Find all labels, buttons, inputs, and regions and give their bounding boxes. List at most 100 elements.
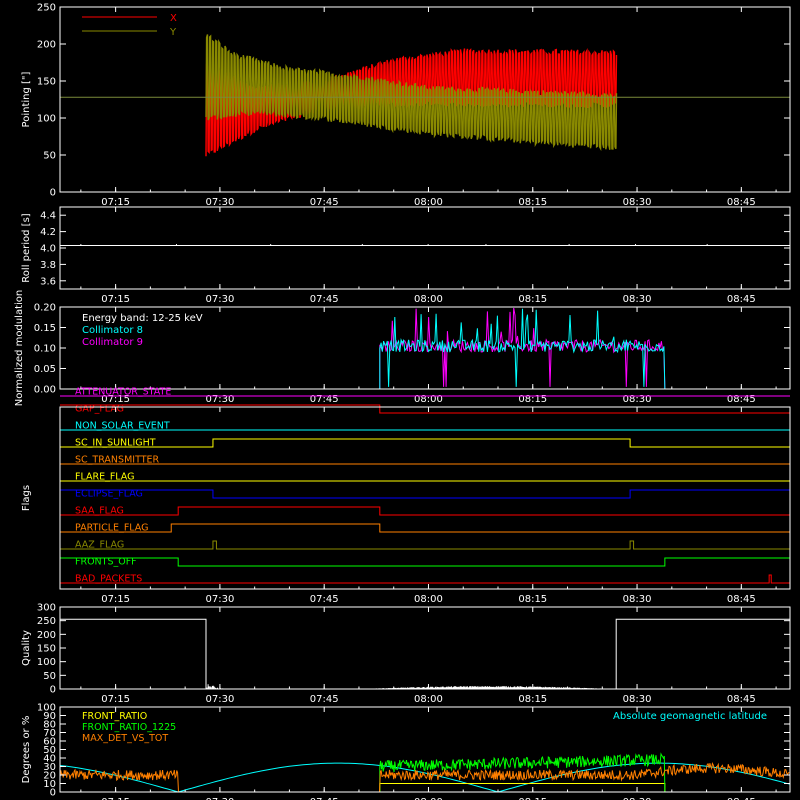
ratios-xtick-label: 08:15 xyxy=(518,797,547,800)
quality-ytick-label: 200 xyxy=(37,630,56,641)
ratios-ytick-label: 40 xyxy=(43,754,56,765)
quality-xtick-label: 08:15 xyxy=(518,694,547,705)
roll-ytick-label: 4.2 xyxy=(40,227,56,238)
quality-panel: 07:15 07:30 07:45 08:00 08:15 08:30 08:45 0 50 10… xyxy=(21,603,791,705)
roll-ytick-label: 4.4 xyxy=(40,211,56,222)
legend-label-Y: Y xyxy=(169,27,177,38)
front-ratio-1225-line xyxy=(60,752,790,793)
pointing-xtick-label: 07:45 xyxy=(310,197,339,208)
quality-xtick-label: 08:00 xyxy=(414,694,443,705)
flags-xtick-label: 08:15 xyxy=(518,594,547,605)
ratios-xtick-label: 07:30 xyxy=(205,797,234,800)
pointing-xtick-label: 08:00 xyxy=(414,197,443,208)
quality-ytick-label: 300 xyxy=(37,603,56,614)
modulation-xtick-label: 08:15 xyxy=(518,394,547,405)
ratios-ytick-label: 60 xyxy=(43,737,56,748)
roll-ytick-label: 4.0 xyxy=(40,244,56,255)
roll-xtick-label: 07:45 xyxy=(310,294,339,305)
pointing-ylabel: Pointing ["] xyxy=(21,71,32,127)
modulation-xtick-label: 08:30 xyxy=(623,394,652,405)
geomagnetic-latitude-annotation: Absolute geomagnetic latitude xyxy=(613,711,767,722)
modulation-ylabel: Normalized modulation xyxy=(14,290,25,407)
ratios-xtick-label: 07:15 xyxy=(101,797,130,800)
ratios-ytick-label: 30 xyxy=(43,762,56,773)
flag-line-saa-flag xyxy=(60,506,790,516)
roll-xtick-label: 07:15 xyxy=(101,294,130,305)
pointing-ytick-label: 250 xyxy=(37,3,56,14)
energy-band-annotation: Energy band: 12-25 keV xyxy=(82,313,203,324)
panels: XY 07:15 07:30 07:45 08:00 08:15 08:30 08:45 0 50… xyxy=(14,3,791,800)
roll-panel: 07:15 07:30 07:45 08:00 08:15 08:30 08:45 3.6 3.… xyxy=(21,206,791,305)
legend-label-collimator-8: Collimator 8 xyxy=(82,325,143,336)
roll-xtick-label: 08:45 xyxy=(727,294,756,305)
flag-label-attenuator-state: ATTENUATOR_STATE xyxy=(75,387,171,398)
legend-label-collimator-9: Collimator 9 xyxy=(82,337,143,348)
pointing-ytick-label: 0 xyxy=(50,188,56,199)
geomagnetic-latitude-line xyxy=(59,762,791,793)
flag-label-bad-packets: BAD_PACKETS xyxy=(75,574,142,585)
flag-line-particle-flag xyxy=(60,523,790,533)
flag-label-sc-transmitter: SC_TRANSMITTER xyxy=(75,455,160,466)
flag-line-bad-packets xyxy=(60,574,790,584)
ratios-panel: FRONT_RATIOFRONT_RATIO_1225MAX_DET_VS_TO… xyxy=(21,703,791,800)
roll-ytick-label: 3.8 xyxy=(40,260,56,271)
ratios-ytick-label: 90 xyxy=(43,711,56,722)
modulation-ytick-label: 0.15 xyxy=(34,323,56,334)
ratios-ylabel: Degrees or % xyxy=(21,716,32,784)
quality-xtick-label: 08:30 xyxy=(623,694,652,705)
legend-label-front-ratio-1225: FRONT_RATIO_1225 xyxy=(82,722,176,733)
pointing-xtick-label: 08:15 xyxy=(518,197,547,208)
ratios-ytick-label: 10 xyxy=(43,779,56,790)
flag-line-gap-flag xyxy=(60,404,790,414)
flag-label-particle-flag: PARTICLE_FLAG xyxy=(75,523,148,534)
flags-xtick-label: 08:45 xyxy=(727,594,756,605)
quality-ytick-label: 50 xyxy=(43,671,56,682)
ratios-xtick-label: 08:00 xyxy=(414,797,443,800)
flag-label-saa-flag: SAA_FLAG xyxy=(75,506,124,517)
ratios-ytick-label: 70 xyxy=(43,728,56,739)
modulation-xtick-label: 07:30 xyxy=(205,394,234,405)
pointing-ytick-label: 50 xyxy=(43,151,56,162)
modulation-ytick-label: 0.05 xyxy=(34,364,56,375)
modulation-xtick-label: 07:15 xyxy=(101,394,130,405)
quality-ytick-label: 250 xyxy=(37,616,56,627)
pointing-ytick-label: 150 xyxy=(37,77,56,88)
quality-ytick-label: 150 xyxy=(37,644,56,655)
pointing-xtick-label: 07:15 xyxy=(101,197,130,208)
quality-ytick-label: 100 xyxy=(37,657,56,668)
pointing-xtick-label: 07:30 xyxy=(205,197,234,208)
quality-ytick-label: 0 xyxy=(50,685,56,696)
series-Y-line xyxy=(205,34,618,152)
ratios-xtick-label: 08:30 xyxy=(623,797,652,800)
pointing-xtick-label: 08:45 xyxy=(727,197,756,208)
quality-xtick-label: 07:45 xyxy=(310,694,339,705)
pointing-ytick-label: 100 xyxy=(37,114,56,125)
flags-frame xyxy=(59,406,791,590)
ratios-xtick-label: 07:45 xyxy=(310,797,339,800)
pointing-panel: XY 07:15 07:30 07:45 08:00 08:15 08:30 08:45 0 50… xyxy=(21,3,791,208)
flag-label-flare-flag: FLARE_FLAG xyxy=(75,472,135,483)
modulation-ytick-label: 0.00 xyxy=(34,385,56,396)
flag-line-sc-in-sunlight xyxy=(60,438,790,448)
ratios-ytick-label: 100 xyxy=(37,703,56,714)
legend-label-max-det-vs-tot: MAX_DET_VS_TOT xyxy=(82,733,168,744)
roll-xtick-label: 08:00 xyxy=(414,294,443,305)
legend-label-front-ratio: FRONT_RATIO xyxy=(82,711,147,722)
quality-xtick-label: 07:30 xyxy=(205,694,234,705)
pointing-xtick-label: 08:30 xyxy=(623,197,652,208)
roll-xtick-label: 08:15 xyxy=(518,294,547,305)
modulation-xtick-label: 08:45 xyxy=(727,394,756,405)
series-collimator-8-line xyxy=(60,308,790,390)
flag-label-aaz-flag: AAZ_FLAG xyxy=(75,540,124,551)
pointing-ytick-label: 200 xyxy=(37,40,56,51)
ratios-ytick-label: 50 xyxy=(43,745,56,756)
quality-ylabel: Quality xyxy=(21,630,32,666)
flags-ylabel: Flags xyxy=(21,485,32,511)
flag-label-fronts-off: FRONTS_OFF xyxy=(75,557,137,568)
pointing-frame xyxy=(59,6,791,193)
flag-label-sc-in-sunlight: SC_IN_SUNLIGHT xyxy=(75,438,156,449)
flags-panel: ATTENUATOR_STATE GAP_FLAG NON_SOLAR_EVENT S… xyxy=(21,387,791,605)
flag-label-gap-flag: GAP_FLAG xyxy=(75,404,124,415)
